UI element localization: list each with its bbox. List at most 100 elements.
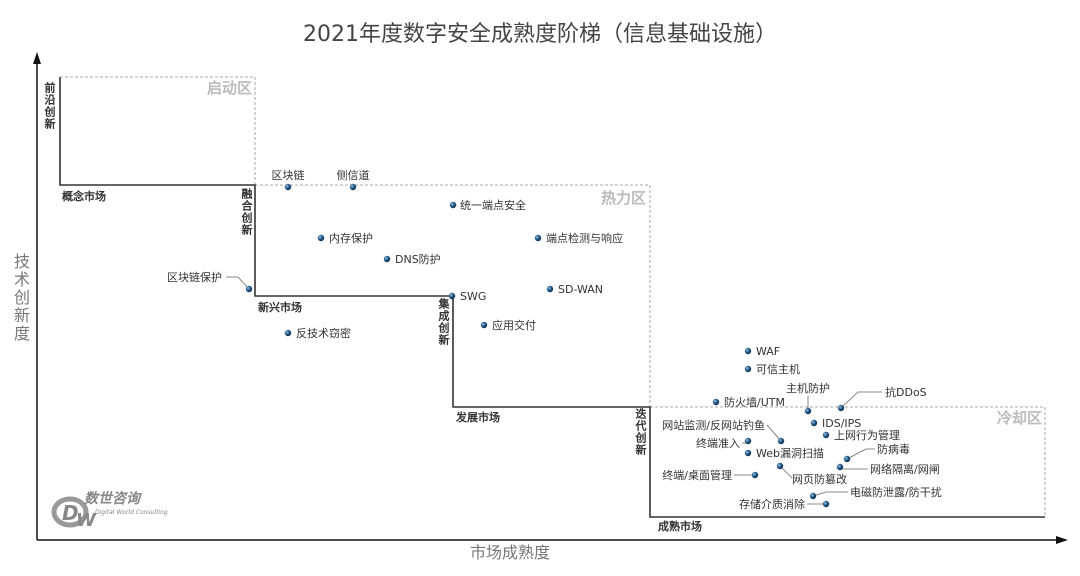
technology-point[interactable]: 终端准入: [696, 436, 752, 450]
technology-point[interactable]: 防火墙/UTM: [712, 395, 785, 409]
point-dot[interactable]: [534, 234, 542, 242]
point-dot[interactable]: [349, 183, 357, 191]
point-dot[interactable]: [744, 449, 752, 457]
technology-point[interactable]: 统一端点安全: [449, 198, 526, 212]
technology-point[interactable]: SWG: [448, 290, 487, 303]
point-dot[interactable]: [843, 455, 851, 463]
point-label: 存储介质消除: [739, 497, 805, 511]
technology-point[interactable]: 网站监测/反网站钓鱼: [662, 418, 785, 445]
point-dot[interactable]: [810, 419, 818, 427]
logo: D W 数世咨询 Digital World Consulting: [51, 490, 168, 531]
point-dot[interactable]: [822, 500, 830, 508]
technology-point[interactable]: IDS/IPS: [810, 417, 861, 430]
technology-point[interactable]: 侧信道: [337, 168, 370, 191]
point-label: 电磁防泄露/防干扰: [850, 485, 942, 499]
point-dot[interactable]: [809, 492, 817, 500]
point-dot[interactable]: [284, 183, 292, 191]
technology-point[interactable]: DNS防护: [383, 252, 441, 266]
point-label: 内存保护: [329, 231, 373, 245]
zone-label-hot: 热力区: [601, 189, 646, 207]
point-dot[interactable]: [744, 347, 752, 355]
point-label: WAF: [756, 345, 780, 358]
stage-iteration-innovation: 迭代创新: [634, 408, 647, 456]
point-label: 终端/桌面管理: [662, 468, 732, 482]
point-dot[interactable]: [776, 462, 784, 470]
stage-frontier-innovation: 前沿创新: [43, 82, 56, 130]
point-dot[interactable]: [751, 471, 759, 479]
point-label: 区块链: [272, 168, 305, 182]
technology-point[interactable]: 区块链保护: [167, 270, 253, 293]
technology-point[interactable]: 可信主机: [744, 362, 800, 376]
point-label: 抗DDoS: [885, 385, 927, 399]
point-label: 侧信道: [337, 168, 370, 182]
svg-text:Digital World Consulting: Digital World Consulting: [95, 509, 168, 516]
point-dot[interactable]: [822, 431, 830, 439]
stage-emerging-market: 新兴市场: [258, 300, 302, 314]
technology-point[interactable]: SD-WAN: [546, 283, 603, 296]
zone-label-startup: 启动区: [207, 79, 252, 97]
point-label: 反技术窃密: [296, 326, 351, 340]
point-dot[interactable]: [480, 321, 488, 329]
stage-fusion-innovation: 融合创新: [240, 188, 253, 236]
point-label: 网络隔离/网闸: [870, 462, 940, 476]
point-dot[interactable]: [546, 285, 554, 293]
technology-point[interactable]: 主机防护: [786, 381, 830, 415]
point-dot[interactable]: [804, 407, 812, 415]
svg-text:D: D: [62, 501, 79, 525]
technology-point[interactable]: 防病毒: [843, 442, 910, 463]
x-axis-label: 市场成熟度: [470, 543, 550, 562]
point-label: 防火墙/UTM: [724, 395, 785, 409]
y-axis-arrow-icon: [33, 52, 41, 64]
x-axis-arrow-icon: [1056, 536, 1068, 544]
point-dot[interactable]: [837, 404, 845, 412]
point-label: 可信主机: [756, 362, 800, 376]
technology-point[interactable]: 存储介质消除: [739, 497, 830, 511]
technology-point[interactable]: 应用交付: [480, 318, 536, 332]
point-label: IDS/IPS: [822, 417, 861, 430]
point-label: DNS防护: [395, 252, 441, 266]
technology-point[interactable]: 反技术窃密: [284, 326, 351, 340]
zone-label-cooling: 冷却区: [997, 409, 1042, 427]
technology-point[interactable]: 区块链: [272, 168, 305, 191]
point-dot[interactable]: [317, 234, 325, 242]
technology-point[interactable]: 电磁防泄露/防干扰: [809, 485, 942, 500]
stage-integration-innovation: 集成创新: [437, 298, 450, 346]
leader-line: [840, 391, 882, 409]
point-dot[interactable]: [836, 463, 844, 471]
technology-point[interactable]: 网页防篡改: [776, 462, 847, 486]
point-dot[interactable]: [744, 437, 752, 445]
point-label: 上网行为管理: [834, 428, 900, 442]
point-dot[interactable]: [284, 329, 292, 337]
technology-point[interactable]: 终端/桌面管理: [662, 468, 759, 482]
technology-point[interactable]: 端点检测与响应: [534, 231, 623, 245]
point-dot[interactable]: [712, 398, 720, 406]
technology-point[interactable]: WAF: [744, 345, 780, 358]
point-dot[interactable]: [383, 255, 391, 263]
point-dot[interactable]: [449, 201, 457, 209]
technology-point[interactable]: 网络隔离/网闸: [836, 462, 940, 476]
point-dot[interactable]: [448, 292, 456, 300]
point-label: 终端准入: [696, 436, 740, 450]
technology-point[interactable]: 内存保护: [317, 231, 373, 245]
point-label: 端点检测与响应: [546, 231, 623, 245]
point-dot[interactable]: [777, 437, 785, 445]
zone-borders: [60, 76, 1046, 517]
point-label: 区块链保护: [167, 270, 222, 284]
point-label: SWG: [460, 290, 486, 303]
svg-text:数世咨询: 数世咨询: [84, 490, 142, 507]
point-dot[interactable]: [245, 285, 253, 293]
stage-mature-market: 成熟市场: [658, 519, 702, 533]
technology-point[interactable]: 上网行为管理: [822, 428, 900, 442]
leader-line: [226, 276, 250, 290]
point-label: SD-WAN: [558, 283, 603, 296]
technology-point[interactable]: Web漏洞扫描: [744, 446, 824, 460]
point-dot[interactable]: [744, 365, 752, 373]
technology-point[interactable]: 抗DDoS: [837, 385, 927, 412]
diagram-title: 2021年度数字安全成熟度阶梯（信息基础设施）: [303, 22, 777, 47]
stage-concept-market: 概念市场: [62, 189, 106, 203]
point-label: 主机防护: [786, 381, 830, 395]
y-axis-label: 技术创新度: [11, 253, 30, 343]
svg-text:W: W: [76, 510, 97, 531]
point-label: 网站监测/反网站钓鱼: [662, 418, 765, 432]
